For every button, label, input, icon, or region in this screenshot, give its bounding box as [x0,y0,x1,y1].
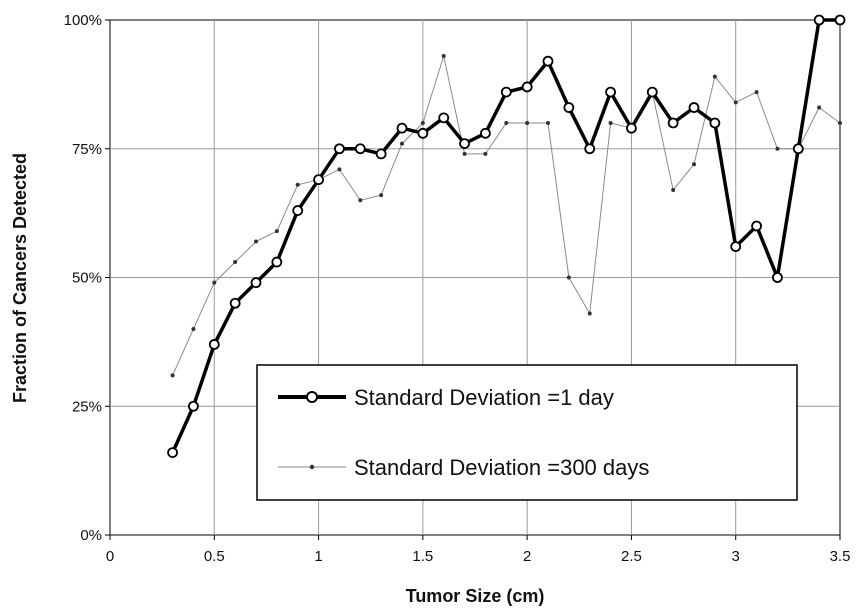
data-point [438,112,450,124]
data-point [295,182,300,187]
x-tick-label: 2.5 [621,548,642,565]
data-point [754,90,759,95]
data-point [313,174,324,186]
data-point [420,121,425,125]
data-point [712,74,717,79]
data-point [292,205,304,216]
y-tick-label: 25% [72,398,102,415]
data-point [584,143,596,155]
y-tick-labels: 0% 25% 50% 75% 100% [64,12,102,544]
data-point [500,86,512,98]
y-tick-label: 0% [80,527,102,544]
data-point [188,400,199,412]
data-point [208,339,220,350]
x-tick-label: 3 [732,548,740,565]
data-point [626,122,637,134]
series-layer [167,14,846,459]
data-point [274,229,279,234]
data-point [375,148,387,160]
legend: Standard Deviation =1 day Standard Devia… [256,364,798,501]
data-point [212,280,217,285]
data-point [354,143,366,155]
data-point [772,272,783,283]
x-tick-label: 3.5 [830,548,851,565]
data-point [709,117,721,129]
data-point [792,143,804,155]
legend-box [256,364,798,501]
data-point [170,373,175,378]
data-point [730,241,742,253]
x-tick-label: 1.5 [412,548,433,565]
data-point [271,256,283,268]
x-tick-label: 0 [106,548,114,565]
series-1 [167,14,846,459]
data-point [396,122,408,134]
legend-marker-series-1 [306,391,318,403]
data-point [587,311,592,316]
data-point [167,447,178,459]
series-2 [170,54,842,378]
data-point [566,275,571,280]
data-point [671,187,676,192]
data-point [191,327,196,331]
data-point [838,121,842,125]
data-point [546,121,550,125]
x-tick-label: 0.5 [204,548,225,565]
data-point [775,146,780,151]
x-axis-title: Tumor Size (cm) [406,586,545,606]
data-point [462,151,467,156]
data-point [834,14,846,26]
data-point [646,86,658,98]
data-point [417,127,429,139]
data-point [813,14,825,26]
data-point [229,297,241,309]
y-tick-label: 75% [72,141,102,158]
x-tick-labels: 0 0.5 1 1.5 2 2.5 3 3.5 [106,548,851,565]
x-tick-label: 2 [523,548,531,565]
data-point [334,143,345,155]
data-point [733,100,738,105]
data-point [337,167,342,172]
data-point [358,198,363,203]
data-point [441,54,446,59]
data-point [542,55,554,67]
data-point [400,141,404,146]
data-point [379,193,384,198]
data-point [254,239,258,244]
data-point [483,151,488,156]
data-point [233,260,238,265]
data-point [480,127,491,139]
data-point [688,102,700,113]
data-point [608,121,613,125]
data-point [504,121,509,125]
y-tick-label: 100% [64,12,102,29]
data-point [521,81,533,93]
x-tick-label: 1 [314,548,322,565]
legend-label-series-1: Standard Deviation =1 day [354,385,614,410]
legend-label-series-2: Standard Deviation =300 days [354,455,649,480]
data-point [605,86,616,98]
y-tick-label: 50% [72,270,102,287]
data-point [692,162,696,167]
data-point [459,138,470,150]
data-point [250,277,262,289]
data-point [525,121,530,125]
data-point [667,117,679,129]
data-point [817,105,822,110]
y-axis-title: Fraction of Cancers Detected [10,153,30,403]
data-point [563,102,575,113]
data-point [751,220,762,232]
legend-marker-series-2 [309,464,315,470]
